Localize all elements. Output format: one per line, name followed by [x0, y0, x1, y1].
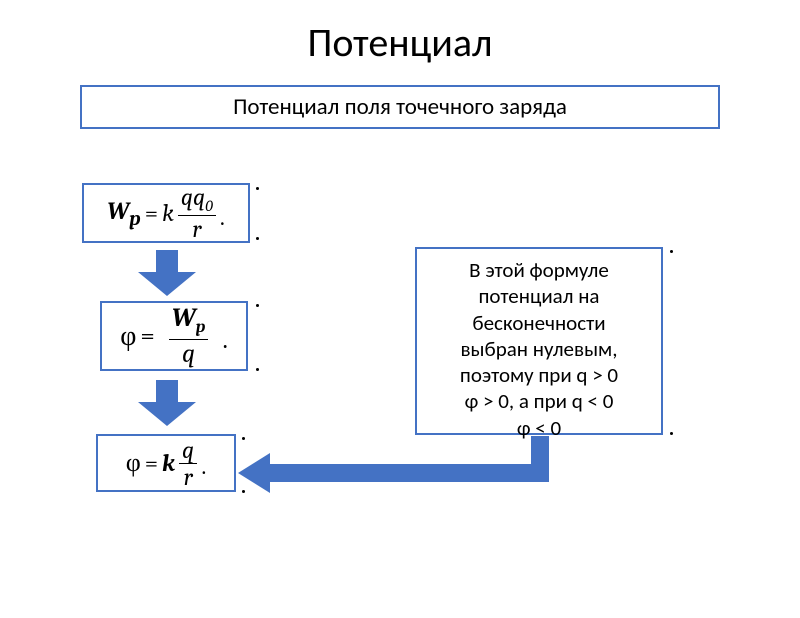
dot: [256, 187, 259, 190]
note-box: В этой формуле потенциал на бесконечност…: [415, 247, 663, 435]
f3-den: r: [181, 464, 196, 489]
f3-period: .: [201, 452, 206, 486]
f1-coef: k: [162, 199, 174, 227]
subtitle-text: Потенциал поля точечного заряда: [233, 93, 567, 121]
formula-energy: Wp = k qq0 r .: [82, 183, 250, 243]
dot: [256, 304, 259, 307]
f1-eq: =: [145, 199, 158, 227]
arrow-down-2: [138, 380, 196, 426]
f3-coef: k: [162, 449, 175, 477]
note-line-7: φ < 0: [423, 415, 655, 441]
f2-eq: =: [140, 321, 154, 351]
f3-lhs: φ: [126, 448, 141, 478]
note-line-6: φ > 0, а при q < 0: [423, 388, 655, 414]
f1-fraction: qq0 r: [178, 185, 216, 241]
elbow-head: [238, 453, 270, 493]
f1-lhs-sub: p: [129, 206, 140, 229]
dot: [670, 250, 673, 253]
f2-fraction: Wp q: [169, 305, 209, 366]
arrow-shape-2: [138, 380, 196, 426]
formula-phi-result: φ = k q r .: [96, 434, 236, 492]
note-line-3: бесконечности: [423, 310, 655, 336]
f1-num-sub: 0: [205, 197, 213, 215]
page-title: Потенциал: [0, 18, 800, 67]
dot: [256, 237, 259, 240]
note-line-2: потенциал на: [423, 283, 655, 309]
f1-den: r: [189, 216, 204, 241]
subtitle-box: Потенциал поля точечного заряда: [80, 85, 720, 129]
note-line-5: поэтому при q > 0: [423, 362, 655, 388]
note-line-1: В этой формуле: [423, 257, 655, 283]
elbow-vert: [531, 436, 549, 482]
note-line-4: выбран нулевым,: [423, 336, 655, 362]
f2-num: W: [172, 303, 196, 333]
f1-num: qq: [181, 183, 205, 211]
arrow-shape-1: [138, 250, 196, 296]
f3-fraction: q r: [179, 438, 197, 489]
formula-phi-def: φ = Wp q .: [100, 301, 248, 371]
f2-num-sub: p: [196, 319, 206, 338]
dot: [242, 490, 245, 493]
f1-period: .: [220, 203, 225, 237]
f3-num: q: [179, 438, 197, 464]
elbow-horiz: [270, 464, 549, 482]
f2-period: .: [222, 325, 227, 365]
f2-den: q: [179, 340, 198, 367]
dot: [256, 368, 259, 371]
f2-lhs: φ: [120, 320, 136, 353]
f3-eq: =: [145, 449, 158, 477]
dot: [670, 432, 673, 435]
arrow-down-1: [138, 250, 196, 296]
dot: [242, 437, 245, 440]
f1-lhs: W: [107, 197, 129, 225]
